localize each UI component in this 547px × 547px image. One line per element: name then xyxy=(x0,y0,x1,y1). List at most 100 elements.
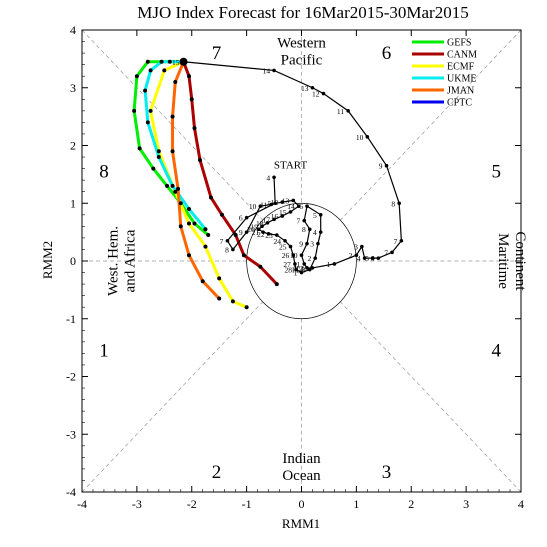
observed-day-label: 4 xyxy=(313,228,317,237)
chart-title: MJO Index Forecast for 16Mar2015-30Mar20… xyxy=(137,3,468,22)
forecast-point-canm xyxy=(233,233,238,238)
forecast-point-canm xyxy=(241,253,246,258)
observed-point xyxy=(321,91,326,96)
observed-day-label: 1 xyxy=(327,260,331,269)
forecast-point-canm xyxy=(219,212,224,217)
observed-point xyxy=(390,250,394,255)
observed-point xyxy=(384,163,389,168)
observed-point xyxy=(269,202,274,207)
forecast-point-jman xyxy=(217,296,222,301)
x-tick-label: 1 xyxy=(353,497,359,511)
observed-point xyxy=(305,241,309,246)
legend-label-ecmf: ECMF xyxy=(447,62,475,73)
phase-label: 5 xyxy=(492,161,502,182)
observed-point xyxy=(362,256,367,260)
observed-point xyxy=(316,241,320,246)
forecast-point-gefs xyxy=(151,166,156,171)
observed-day-label: 5 xyxy=(313,211,317,220)
x-tick-label: -3 xyxy=(132,497,142,511)
observed-point xyxy=(244,230,249,234)
observed-point xyxy=(261,230,265,234)
observed-point xyxy=(305,266,309,270)
forecast-point-gefs xyxy=(137,146,142,151)
observed-day-label: 13 xyxy=(301,264,309,273)
legend-label-canm: CANM xyxy=(447,50,477,61)
observed-point xyxy=(291,198,296,203)
observed-point xyxy=(305,204,309,208)
observed-point xyxy=(231,247,235,252)
forecast-point-gefs xyxy=(132,108,137,113)
observed-day-label: 12 xyxy=(312,90,320,99)
observed-day-label: 2 xyxy=(307,254,311,263)
region-label-western-pacific: Pacific xyxy=(281,52,323,68)
observed-point xyxy=(310,85,315,90)
forecast-line-ecmf xyxy=(149,60,248,309)
observed-day-label: 11 xyxy=(260,200,267,209)
observed-day-label: 10 xyxy=(249,202,257,211)
observed-day-label: 9 xyxy=(379,162,383,171)
forecast-point-gefs xyxy=(206,233,211,238)
forecast-point-ukme xyxy=(159,59,164,64)
forecast-point-ecmf xyxy=(148,108,153,113)
phase-divider xyxy=(81,301,263,493)
forecast-point-canm xyxy=(187,74,192,79)
observed-day-label: 22 xyxy=(257,230,265,239)
forecast-point-jman xyxy=(178,224,183,229)
observed-day-label: 4 xyxy=(266,173,270,182)
observed-day-label: 26 xyxy=(282,251,290,260)
forecast-point-canm xyxy=(197,157,202,162)
observed-point xyxy=(365,135,370,139)
observed-day-label: 7 xyxy=(394,237,398,246)
forecast-point-ecmf xyxy=(230,299,235,304)
x-tick-label: 2 xyxy=(408,497,414,511)
forecast-point-gefs xyxy=(167,59,172,64)
observed-day-label: 8 xyxy=(225,245,229,254)
observed-day-label: 6 xyxy=(239,214,243,223)
observed-day-label: 15 xyxy=(279,208,287,217)
observed-day-label: 3 xyxy=(354,243,358,252)
phase-divider xyxy=(340,301,522,493)
phase-label: 7 xyxy=(212,43,222,64)
observed-point xyxy=(313,256,318,260)
phase-grid xyxy=(81,29,522,493)
x-tick-label: -1 xyxy=(242,497,252,511)
observed-day-label: 21 xyxy=(252,228,260,237)
observed-day-label: 15 xyxy=(172,58,180,67)
observed-day-label: 18 xyxy=(256,219,264,228)
observed-point xyxy=(258,204,263,208)
forecast-point-ukme xyxy=(170,183,175,188)
forecast-point-jman xyxy=(170,149,175,154)
start-label: START xyxy=(274,160,308,172)
observed-point xyxy=(272,175,276,180)
forecast-point-jman xyxy=(170,114,175,119)
observed-day-label: 5 xyxy=(267,199,271,208)
legend-label-jman: JMAN xyxy=(447,86,474,97)
observed-point xyxy=(299,270,304,275)
observed-point xyxy=(307,227,312,232)
observed-day-label: 23 xyxy=(265,231,273,240)
phase-label: 2 xyxy=(212,462,222,483)
x-tick-label: -2 xyxy=(187,497,197,511)
forecast-point-ecmf xyxy=(173,189,178,194)
observed-day-label: 11 xyxy=(293,260,300,269)
region-label-west-hem-africa: West. Hem. xyxy=(106,226,122,296)
observed-day-label: 4 xyxy=(357,254,361,263)
forecast-point-ukme xyxy=(143,88,148,93)
forecast-point-ukme xyxy=(145,120,150,125)
forecast-point-jman xyxy=(176,186,181,191)
observed-point xyxy=(272,68,276,73)
observed-day-label: 12 xyxy=(271,198,279,207)
observed-point xyxy=(288,210,293,214)
legend-label-cptc: CPTC xyxy=(447,98,472,109)
observed-day-label: 12 xyxy=(295,264,303,273)
phase-divider xyxy=(81,29,263,221)
observed-point xyxy=(294,267,298,272)
phase-label: 3 xyxy=(382,462,392,483)
forecast-point-jman xyxy=(200,279,205,284)
observed-day-label: 20 xyxy=(247,225,255,234)
forecast-point-canm xyxy=(189,97,194,102)
